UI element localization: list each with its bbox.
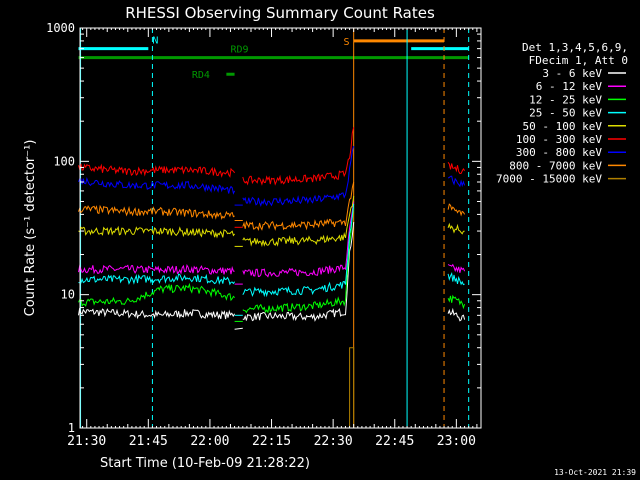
series-line-5 bbox=[242, 127, 355, 186]
plot-frame bbox=[79, 27, 482, 429]
legend-header-line: FDecim 1, Att 0 bbox=[529, 54, 628, 67]
series-line-3 bbox=[78, 273, 236, 286]
x-tick-label: 21:45 bbox=[129, 434, 168, 449]
legend-entry-label: 3 - 6 keV bbox=[542, 67, 602, 80]
legend-entry-label: 6 - 12 keV bbox=[536, 80, 603, 93]
legend-entry-label: 800 - 7000 keV bbox=[509, 159, 602, 172]
legend-entry-label: 7000 - 15000 keV bbox=[496, 173, 602, 186]
series-line-0 bbox=[78, 307, 236, 320]
y-axis-label: Count Rate (s⁻¹ detector⁻¹) bbox=[23, 140, 38, 317]
series-line-0 bbox=[447, 307, 466, 322]
x-tick-label: 22:30 bbox=[314, 434, 353, 449]
x-tick-label: 21:30 bbox=[67, 434, 106, 449]
legend-entry-label: 300 - 800 keV bbox=[516, 146, 602, 159]
footer-timestamp: 13-Oct-2021 21:39 bbox=[554, 468, 636, 477]
x-tick-label: 22:00 bbox=[190, 434, 229, 449]
series-line-1 bbox=[447, 263, 466, 273]
y-tick-label: 100 bbox=[53, 154, 75, 168]
y-tick-label: 1 bbox=[68, 421, 75, 435]
series-line-8 bbox=[349, 347, 355, 428]
flag-layer: N S RD9 RD4 bbox=[78, 36, 469, 81]
series-line-4 bbox=[242, 195, 355, 248]
legend-header-line: Det 1,3,4,5,6,9, bbox=[522, 41, 628, 54]
series-line-5 bbox=[447, 162, 466, 175]
series-line-3 bbox=[447, 271, 465, 286]
flag-label-s: S bbox=[344, 37, 350, 48]
chart-title: RHESSI Observing Summary Count Rates bbox=[125, 4, 435, 22]
series-line-1 bbox=[242, 201, 355, 278]
legend-entry-label: 25 - 50 keV bbox=[529, 107, 602, 120]
series-line-6 bbox=[447, 175, 466, 188]
flag-label-rd9: RD9 bbox=[230, 45, 248, 56]
series-line-6 bbox=[78, 177, 236, 195]
series-line-0 bbox=[242, 222, 355, 322]
series-line-2 bbox=[242, 207, 355, 314]
flag-label-n: N bbox=[152, 36, 158, 47]
series-line-1 bbox=[78, 264, 235, 275]
series-line-7 bbox=[447, 203, 466, 217]
series-line-6 bbox=[242, 145, 355, 208]
legend-entry-label: 12 - 25 keV bbox=[529, 93, 602, 106]
y-axis: 1 10 100 1000 bbox=[46, 21, 481, 435]
y-tick-label: 1000 bbox=[46, 21, 75, 35]
x-tick-label: 22:15 bbox=[252, 434, 291, 449]
flag-label-rd4: RD4 bbox=[192, 70, 210, 81]
series-line-7 bbox=[78, 204, 235, 220]
series-line-4 bbox=[78, 225, 235, 239]
x-axis: 21:30 21:45 22:00 22:15 22:30 22:45 23:00 bbox=[67, 28, 478, 449]
series-line-7 bbox=[242, 181, 355, 232]
y-tick-label: 10 bbox=[61, 288, 75, 302]
legend-entry-label: 100 - 300 keV bbox=[516, 133, 602, 146]
series-line-2 bbox=[447, 294, 466, 310]
x-axis-label: Start Time (10-Feb-09 21:28:22) bbox=[100, 456, 310, 471]
legend-entry-label: 50 - 100 keV bbox=[523, 120, 603, 133]
x-tick-label: 23:00 bbox=[437, 434, 476, 449]
x-tick-label: 22:45 bbox=[375, 434, 414, 449]
series-line-5 bbox=[78, 163, 236, 178]
series-line-0 bbox=[234, 327, 243, 330]
series-layer bbox=[78, 127, 466, 428]
series-line-2 bbox=[78, 282, 235, 307]
series-line-4 bbox=[447, 222, 465, 235]
series-line-3 bbox=[242, 203, 355, 298]
legend: Det 1,3,4,5,6,9,FDecim 1, Att 03 - 6 keV… bbox=[496, 41, 628, 186]
